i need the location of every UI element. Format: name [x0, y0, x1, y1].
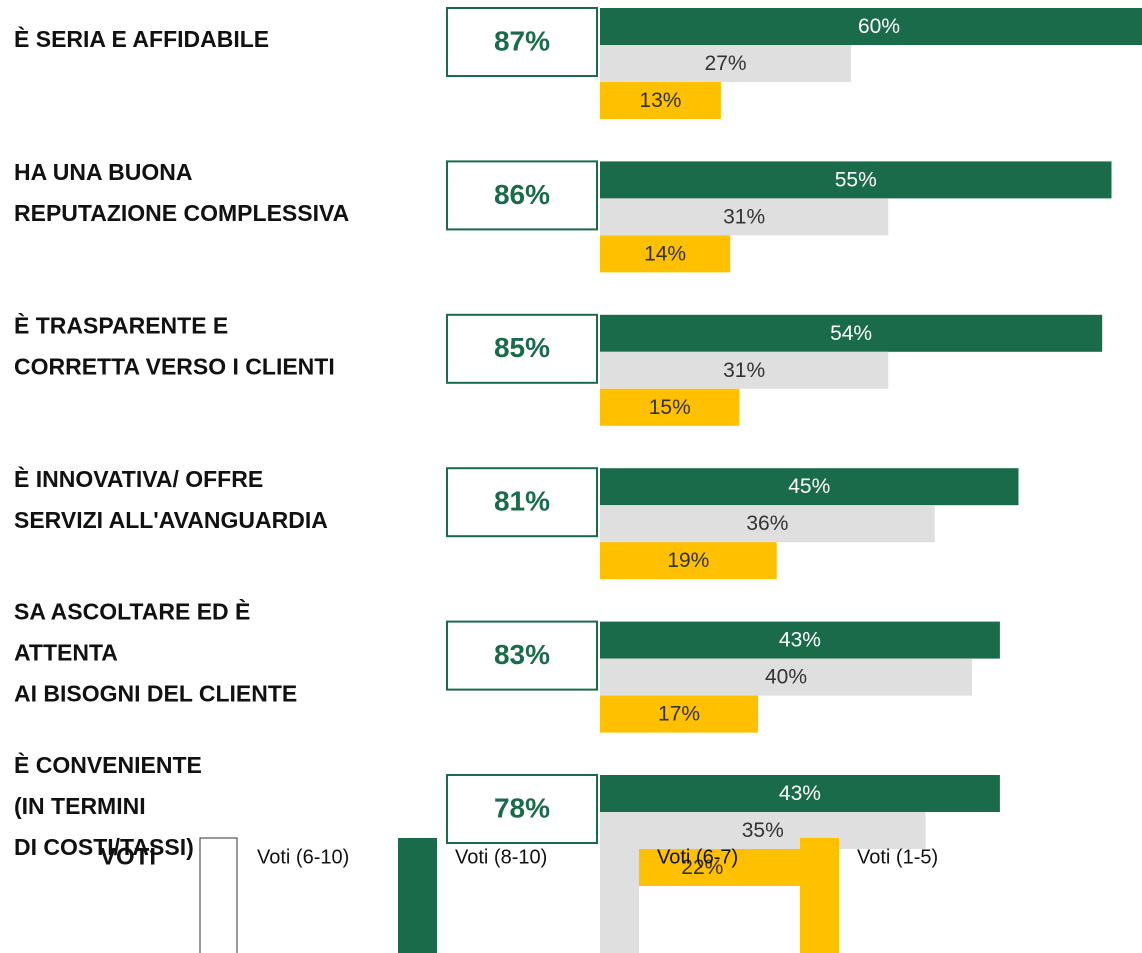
- category-label: HA UNA BUONA: [14, 159, 192, 185]
- legend-title: VOTI: [100, 843, 156, 870]
- legend-label: Voti (1-5): [857, 846, 938, 868]
- category-label: SA ASCOLTARE ED È: [14, 598, 250, 625]
- value-label: 35%: [742, 819, 784, 842]
- bar: [600, 198, 889, 236]
- value-label: 31%: [723, 205, 765, 228]
- bar: [600, 695, 759, 733]
- bar: [600, 775, 1000, 812]
- value-label: 14%: [644, 242, 686, 265]
- category-label: È CONVENIENTE: [14, 751, 202, 778]
- category-label: ATTENTA: [14, 640, 118, 666]
- total-box: [446, 7, 598, 77]
- value-label: 15%: [649, 396, 691, 419]
- total-label: 87%: [494, 25, 550, 56]
- bar: [600, 621, 1000, 659]
- bar: [600, 658, 972, 696]
- value-label: 19%: [667, 549, 709, 572]
- total-box: [446, 620, 598, 691]
- category-label: SERVIZI ALL'AVANGUARDIA: [14, 507, 328, 533]
- bar: [600, 468, 1019, 506]
- value-label: 43%: [779, 782, 821, 805]
- value-label: 45%: [788, 475, 830, 498]
- legend-swatch: [398, 838, 437, 953]
- category-label: DI COSTI/TASSI): [14, 834, 194, 860]
- category-label: REPUTAZIONE COMPLESSIVA: [14, 200, 349, 226]
- bar: [600, 314, 1103, 352]
- value-label: 40%: [765, 666, 807, 689]
- value-label: 13%: [639, 89, 681, 112]
- category-label: (IN TERMINI: [14, 793, 146, 819]
- bar: [600, 388, 740, 426]
- legend-swatch: [199, 837, 238, 953]
- category-label: È SERIA E AFFIDABILE: [14, 25, 269, 52]
- total-box: [446, 160, 598, 231]
- value-label: 55%: [835, 168, 877, 191]
- value-label: 17%: [658, 703, 700, 726]
- bar: [600, 351, 889, 389]
- value-label: 31%: [723, 359, 765, 382]
- bar: [600, 82, 721, 119]
- bar: [600, 542, 777, 580]
- category-label: CORRETTA VERSO I CLIENTI: [14, 353, 335, 379]
- legend-label: Voti (8-10): [455, 846, 547, 868]
- total-box: [446, 313, 598, 384]
- category-label: È TRASPARENTE E: [14, 311, 228, 338]
- legend-label: Voti (6-7): [657, 846, 738, 868]
- total-box: [446, 774, 598, 844]
- total-label: 86%: [494, 179, 550, 210]
- bar: [600, 8, 1142, 45]
- total-label: 78%: [494, 792, 550, 823]
- bar: [600, 505, 935, 543]
- total-label: 85%: [494, 332, 550, 363]
- category-label: AI BISOGNI DEL CLIENTE: [14, 681, 297, 707]
- value-label: 54%: [830, 322, 872, 345]
- bar: [600, 45, 852, 82]
- bar: [600, 812, 926, 849]
- value-label: 60%: [858, 15, 900, 38]
- value-label: 22%: [681, 856, 723, 879]
- bar: [600, 235, 731, 273]
- total-label: 81%: [494, 486, 550, 517]
- value-label: 43%: [779, 629, 821, 652]
- total-label: 83%: [494, 639, 550, 670]
- value-label: 27%: [705, 52, 747, 75]
- category-label: È INNOVATIVA/ OFFRE: [14, 465, 263, 492]
- bar: [600, 161, 1112, 199]
- total-box: [446, 467, 598, 538]
- legend-swatch: [600, 838, 639, 953]
- legend-label: Voti (6-10): [257, 846, 349, 868]
- legend-swatch: [800, 838, 839, 953]
- value-label: 36%: [746, 512, 788, 535]
